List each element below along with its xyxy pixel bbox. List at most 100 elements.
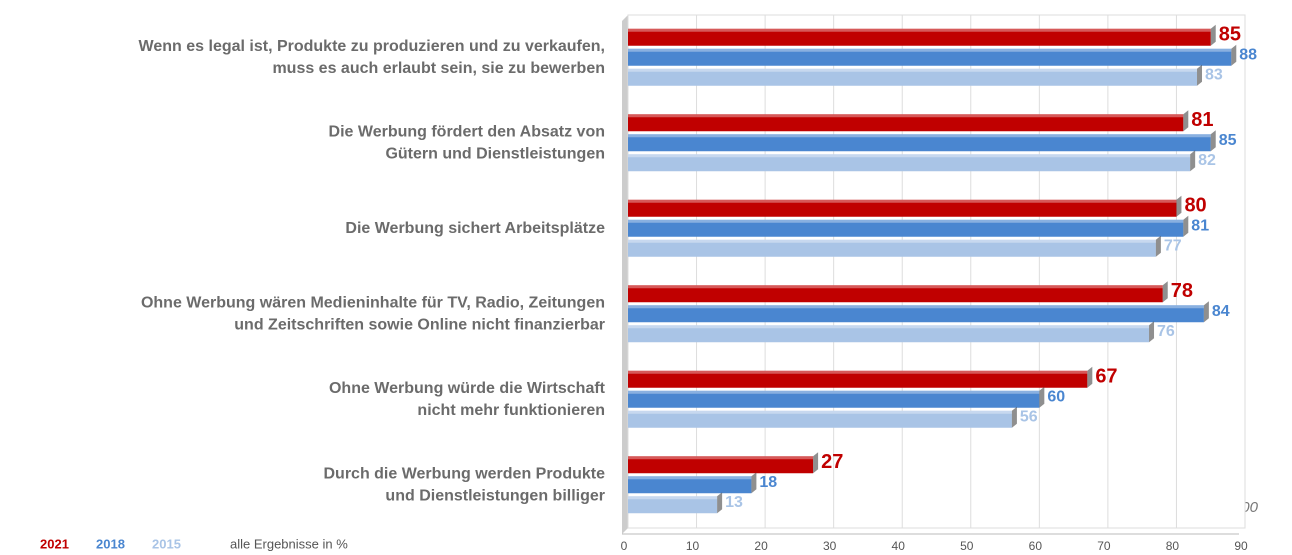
category-label: Die Werbung sichert Arbeitsplätze — [345, 220, 605, 237]
bar-top — [628, 325, 1150, 329]
bar-top — [628, 154, 1191, 158]
unit-note: alle Ergebnisse in % — [230, 536, 348, 551]
x-tick-label: 70 — [1097, 539, 1111, 553]
bar-end — [1155, 235, 1161, 257]
value-label: 67 — [1095, 366, 1117, 388]
bar-top — [628, 390, 1040, 394]
x-tick-label: 20 — [754, 539, 768, 553]
bar — [628, 305, 1204, 323]
x-tick-label: 90 — [1234, 539, 1248, 553]
bar-end — [1011, 406, 1017, 428]
bar-end — [1197, 64, 1203, 86]
value-label: 78 — [1171, 280, 1193, 302]
bar — [628, 285, 1163, 303]
bar-top — [628, 305, 1204, 309]
bar — [628, 496, 718, 514]
x-tick-label: 0 — [621, 539, 628, 553]
bar — [628, 239, 1156, 257]
category-line: Durch die Werbung werden Produkte — [323, 465, 605, 482]
value-label: 88 — [1239, 46, 1257, 63]
bar-end — [1183, 215, 1189, 237]
value-label: 85 — [1219, 24, 1241, 46]
bar-end — [1231, 44, 1237, 66]
bar — [628, 219, 1184, 237]
bar-end — [1087, 366, 1093, 388]
bar — [628, 476, 752, 494]
category-label: Ohne Werbung wären Medieninhalte für TV,… — [141, 294, 605, 333]
category-line: Wenn es legal ist, Produkte zu produzier… — [139, 38, 605, 55]
bar-top — [628, 285, 1163, 289]
bar-end — [1149, 321, 1155, 343]
bar-top — [628, 239, 1156, 243]
category-line: und Dienstleistungen billiger — [385, 487, 605, 504]
value-label: 83 — [1205, 66, 1223, 83]
value-label: 77 — [1164, 237, 1182, 254]
wall-edge — [622, 15, 628, 534]
x-tick-label: 30 — [823, 539, 837, 553]
bar — [628, 48, 1232, 66]
bar-top — [628, 28, 1211, 32]
bar — [628, 154, 1191, 172]
bar — [628, 114, 1184, 132]
value-label: 76 — [1157, 323, 1175, 340]
bar — [628, 134, 1211, 152]
category-label: Die Werbung fördert den Absatz von Gütern… — [329, 123, 605, 162]
bar — [628, 410, 1012, 428]
value-label: 84 — [1212, 303, 1230, 320]
x-tick-label: 60 — [1029, 539, 1043, 553]
bar-end — [1162, 281, 1168, 303]
category-line: Die Werbung sichert Arbeitsplätze — [345, 220, 605, 237]
bar-top — [628, 68, 1198, 72]
x-tick-label: 40 — [892, 539, 906, 553]
category-line: Ohne Werbung würde die Wirtschaft — [329, 380, 606, 397]
bar — [628, 199, 1177, 217]
value-label: 27 — [821, 451, 843, 473]
bar-end — [1039, 386, 1045, 408]
x-tick-label: 10 — [686, 539, 700, 553]
bar — [628, 390, 1040, 408]
bar-top — [628, 410, 1012, 414]
value-label: 82 — [1198, 152, 1216, 169]
value-label: 81 — [1191, 109, 1213, 131]
bar-end — [751, 472, 757, 494]
x-tick-label: 50 — [960, 539, 974, 553]
bar-end — [1210, 130, 1216, 152]
bar-top — [628, 199, 1177, 203]
category-line: Ohne Werbung wären Medieninhalte für TV,… — [141, 294, 605, 311]
value-label: 85 — [1219, 132, 1237, 149]
category-line: und Zeitschriften sowie Online nicht fin… — [234, 316, 605, 333]
value-label: 13 — [725, 494, 743, 511]
bar-end — [1176, 195, 1182, 217]
bar-end — [813, 452, 819, 474]
category-line: muss es auch erlaubt sein, sie zu bewerb… — [272, 60, 605, 77]
category-label: Ohne Werbung würde die Wirtschaft nicht m… — [329, 380, 606, 419]
plot-wall — [627, 14, 1246, 529]
legend-entry: 2015 — [152, 536, 181, 551]
category-line: Die Werbung fördert den Absatz von — [329, 123, 605, 140]
x-tick-label: 80 — [1166, 539, 1180, 553]
category-line: Gütern und Dienstleistungen — [385, 145, 605, 162]
bar-end — [1203, 301, 1209, 323]
category-label: Durch die Werbung werden Produkte und Die… — [323, 465, 605, 504]
value-label: 80 — [1184, 195, 1206, 217]
bar — [628, 370, 1088, 388]
bar-top — [628, 456, 814, 460]
category-line: nicht mehr funktionieren — [417, 402, 605, 419]
bar — [628, 28, 1211, 46]
value-label: 60 — [1047, 388, 1065, 405]
legend-entry: 2021 — [40, 536, 69, 551]
value-label: 56 — [1020, 408, 1038, 425]
bar-end — [1183, 110, 1189, 132]
bar-top — [628, 370, 1088, 374]
bar-top — [628, 476, 752, 480]
bar-top — [628, 219, 1184, 223]
bar — [628, 325, 1150, 343]
bar-end — [1190, 150, 1196, 172]
value-label: 81 — [1191, 217, 1209, 234]
bar — [628, 456, 814, 474]
value-label: 18 — [759, 474, 777, 491]
bar-end — [717, 492, 723, 514]
bar-top — [628, 134, 1211, 138]
category-label: Wenn es legal ist, Produkte zu produzier… — [139, 38, 605, 77]
bar — [628, 68, 1198, 86]
